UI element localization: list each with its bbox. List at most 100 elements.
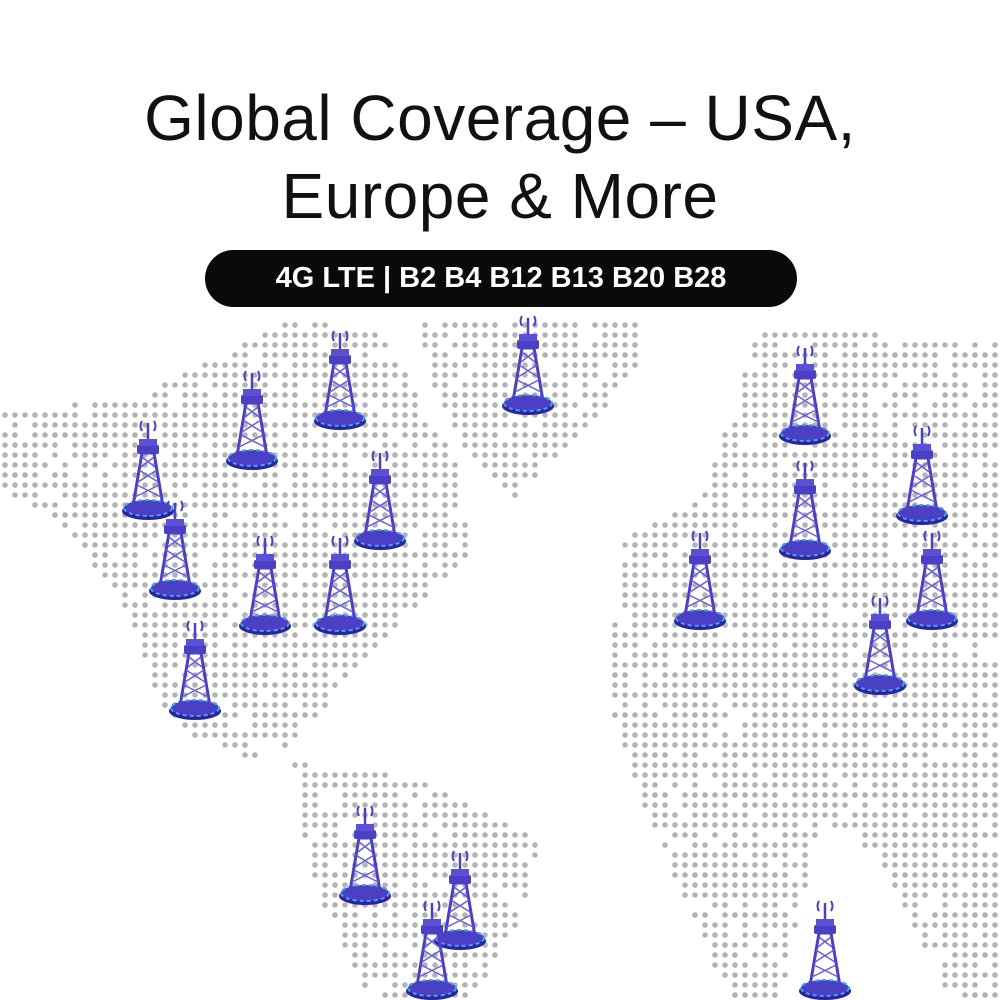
map-dot (172, 462, 178, 468)
map-dot (702, 822, 708, 828)
map-dot (552, 392, 558, 398)
map-dot (302, 522, 308, 528)
map-dot (902, 702, 908, 708)
map-dot (742, 472, 748, 478)
map-dot (192, 532, 198, 538)
map-dot (712, 882, 718, 888)
map-dot (702, 922, 708, 928)
map-dot (382, 782, 388, 788)
map-dot (882, 752, 888, 758)
map-dot (312, 822, 318, 828)
map-dot (952, 362, 958, 368)
map-dot (302, 652, 308, 658)
map-dot (772, 942, 778, 948)
map-dot (472, 402, 478, 408)
map-dot (812, 602, 818, 608)
map-dot (222, 432, 228, 438)
map-dot (882, 562, 888, 568)
map-dot (412, 932, 418, 938)
map-dot (462, 352, 468, 358)
map-dot (992, 922, 998, 928)
map-dot (892, 612, 898, 618)
map-dot (52, 412, 58, 418)
map-dot (662, 822, 668, 828)
map-dot (722, 852, 728, 858)
map-dot (782, 502, 788, 508)
map-dot (412, 792, 418, 798)
map-dot (292, 382, 298, 388)
map-dot (292, 722, 298, 728)
map-dot (192, 432, 198, 438)
map-dot (812, 592, 818, 598)
map-dot (932, 372, 938, 378)
map-dot (272, 712, 278, 718)
map-dot (692, 712, 698, 718)
map-dot (412, 782, 418, 788)
map-dot (732, 482, 738, 488)
map-dot (452, 952, 458, 958)
map-dot (892, 362, 898, 368)
map-dot (162, 492, 168, 498)
map-dot (952, 692, 958, 698)
map-dot (852, 352, 858, 358)
map-dot (222, 452, 228, 458)
map-dot (352, 342, 358, 348)
map-dot (752, 482, 758, 488)
map-dot (72, 442, 78, 448)
map-dot (292, 342, 298, 348)
map-dot (722, 662, 728, 668)
map-dot (982, 482, 988, 488)
map-dot (972, 362, 978, 368)
map-dot (912, 362, 918, 368)
map-dot (732, 692, 738, 698)
map-dot (942, 912, 948, 918)
map-dot (402, 532, 408, 538)
map-dot (192, 572, 198, 578)
map-dot (462, 442, 468, 448)
map-dot (422, 802, 428, 808)
map-dot (942, 492, 948, 498)
map-dot (102, 442, 108, 448)
map-dot (812, 682, 818, 688)
map-dot (302, 772, 308, 778)
map-dot (482, 962, 488, 968)
map-dot (752, 632, 758, 638)
map-dot (322, 442, 328, 448)
map-dot (252, 372, 258, 378)
map-dot (412, 912, 418, 918)
map-dot (352, 922, 358, 928)
map-dot (522, 472, 528, 478)
map-dot (752, 572, 758, 578)
map-dot (942, 812, 948, 818)
map-dot (852, 332, 858, 338)
map-dot (962, 472, 968, 478)
map-dot (942, 872, 948, 878)
map-dot (662, 692, 668, 698)
map-dot (492, 952, 498, 958)
map-dot (822, 582, 828, 588)
map-dot (782, 702, 788, 708)
map-dot (962, 752, 968, 758)
map-dot (512, 452, 518, 458)
map-dot (222, 532, 228, 538)
map-dot (752, 912, 758, 918)
map-dot (502, 422, 508, 428)
map-dot (362, 782, 368, 788)
map-dot (402, 472, 408, 478)
map-dot (742, 602, 748, 608)
map-dot (862, 492, 868, 498)
map-dot (792, 882, 798, 888)
map-dot (212, 602, 218, 608)
map-dot (392, 902, 398, 908)
map-dot (382, 422, 388, 428)
map-dot (112, 482, 118, 488)
map-dot (922, 872, 928, 878)
map-dot (452, 802, 458, 808)
map-dot (932, 672, 938, 678)
map-dot (852, 722, 858, 728)
map-dot (962, 962, 968, 968)
map-dot (802, 882, 808, 888)
map-dot (922, 412, 928, 418)
map-dot (252, 732, 258, 738)
map-dot (642, 782, 648, 788)
